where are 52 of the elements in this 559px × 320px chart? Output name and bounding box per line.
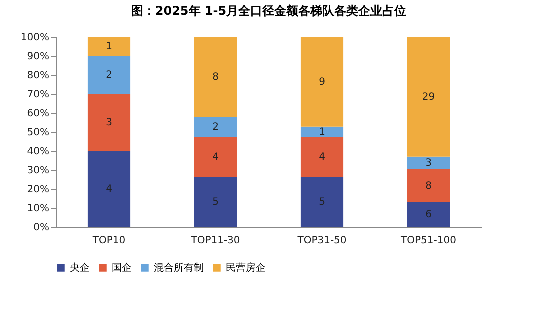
legend-label: 民营房企 — [226, 262, 266, 274]
annotation: 1 — [319, 126, 326, 138]
chart-title: 图：2025年 1-5月全口径金额各梯队各类企业占位 — [131, 4, 407, 18]
y-tick-label: 90% — [27, 52, 50, 62]
annotation: 3 — [426, 158, 432, 170]
y-tick-label: 50% — [27, 128, 50, 138]
annotation: 8 — [426, 180, 432, 192]
annotation: 4 — [106, 184, 112, 195]
bar — [194, 136, 238, 178]
y-tick-label: 10% — [27, 204, 50, 214]
legend-label: 国企 — [112, 262, 132, 274]
x-tick-label: TOP51-100 — [400, 236, 456, 246]
y-tick-label: 80% — [27, 70, 50, 82]
bar — [88, 37, 131, 56]
bar — [194, 37, 238, 117]
y-tick-label: 40% — [27, 146, 50, 158]
bar — [300, 126, 344, 137]
y-tick-label: 20% — [27, 184, 50, 196]
legend-label: 央企 — [70, 262, 90, 274]
y-tick-label: 30% — [27, 166, 50, 176]
annotation: 3 — [106, 118, 112, 128]
bar — [407, 37, 450, 157]
annotation: 4 — [319, 152, 326, 163]
annotation: 5 — [212, 197, 219, 208]
y-tick-label: 60% — [27, 108, 50, 120]
y-tick-label: 0% — [34, 222, 50, 234]
annotation: 4 — [212, 152, 219, 163]
annotation: 5 — [319, 197, 326, 208]
annotation: 8 — [212, 72, 219, 83]
bar — [300, 136, 344, 178]
bar — [407, 202, 450, 227]
bar — [407, 169, 450, 202]
bar — [88, 151, 131, 227]
annotation: 6 — [426, 210, 432, 221]
y-tick-label: 100% — [20, 32, 50, 44]
y-tick-label: 70% — [27, 90, 50, 100]
x-tick-label: TOP31-50 — [296, 236, 347, 246]
x-tick-label: TOP10 — [92, 236, 126, 246]
annotation: 1 — [106, 42, 112, 52]
bar — [88, 56, 131, 94]
annotation: 29 — [422, 92, 436, 103]
legend-label: 混合所有制 — [154, 262, 204, 274]
bar — [300, 37, 344, 127]
bar — [407, 156, 450, 170]
bar — [194, 177, 238, 227]
bar — [194, 116, 238, 137]
annotation: 2 — [212, 122, 219, 133]
bar — [88, 94, 131, 151]
annotation: 2 — [106, 70, 112, 81]
bar — [300, 177, 344, 227]
x-tick-label: TOP11-30 — [190, 236, 240, 246]
annotation: 9 — [319, 76, 326, 88]
